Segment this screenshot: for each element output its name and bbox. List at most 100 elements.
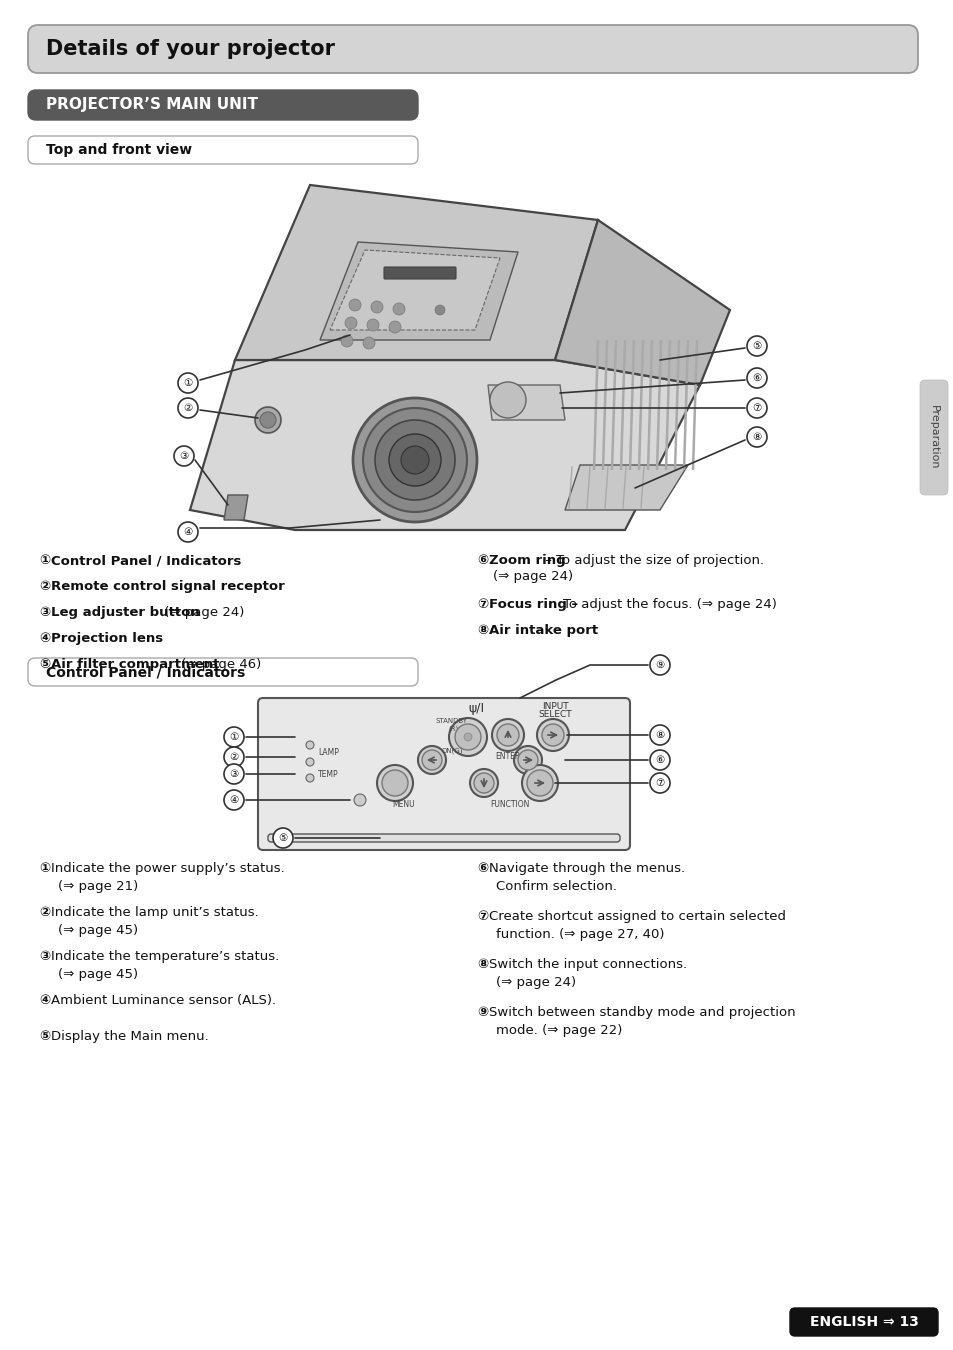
Circle shape <box>497 724 518 747</box>
Text: Indicate the temperature’s status.: Indicate the temperature’s status. <box>51 950 279 963</box>
Text: STANDBY: STANDBY <box>436 718 468 724</box>
Polygon shape <box>330 250 499 329</box>
Text: LAMP: LAMP <box>317 748 338 757</box>
Text: Air intake port: Air intake port <box>489 624 598 637</box>
Polygon shape <box>224 495 248 520</box>
Text: (⇒ page 21): (⇒ page 21) <box>58 880 138 892</box>
Circle shape <box>173 446 193 466</box>
Circle shape <box>517 751 537 769</box>
Text: ④: ④ <box>40 994 56 1007</box>
Text: MENU: MENU <box>393 801 415 809</box>
Circle shape <box>178 522 198 541</box>
Text: ⑤: ⑤ <box>278 833 287 842</box>
Text: ③: ③ <box>229 769 238 779</box>
Text: function. (⇒ page 27, 40): function. (⇒ page 27, 40) <box>496 927 664 941</box>
Circle shape <box>490 382 525 418</box>
Text: ⑨: ⑨ <box>655 660 664 670</box>
Circle shape <box>306 757 314 765</box>
Circle shape <box>435 305 444 315</box>
Circle shape <box>224 747 244 767</box>
Polygon shape <box>564 464 687 510</box>
Circle shape <box>746 369 766 387</box>
Text: TEMP: TEMP <box>317 769 338 779</box>
FancyBboxPatch shape <box>28 657 417 686</box>
Text: Control Panel / Indicators: Control Panel / Indicators <box>46 666 245 679</box>
Circle shape <box>349 298 360 311</box>
Text: To adjust the focus. (⇒ page 24): To adjust the focus. (⇒ page 24) <box>563 598 777 612</box>
Text: ⑦: ⑦ <box>655 778 664 788</box>
Circle shape <box>463 733 472 741</box>
Text: ③: ③ <box>40 606 56 620</box>
Text: ENGLISH ⇒ 13: ENGLISH ⇒ 13 <box>809 1315 918 1328</box>
Text: ①: ① <box>40 554 56 567</box>
Circle shape <box>353 398 476 522</box>
Circle shape <box>375 420 455 500</box>
Text: Top and front view: Top and front view <box>46 143 192 157</box>
Circle shape <box>389 321 400 333</box>
Circle shape <box>521 765 558 801</box>
Circle shape <box>224 728 244 747</box>
FancyBboxPatch shape <box>257 698 629 850</box>
Circle shape <box>254 406 281 433</box>
Text: ①: ① <box>183 378 193 387</box>
Circle shape <box>470 769 497 796</box>
Text: ⑤: ⑤ <box>752 342 760 351</box>
Text: ⑤: ⑤ <box>40 657 56 671</box>
Text: PROJECTOR’S MAIN UNIT: PROJECTOR’S MAIN UNIT <box>46 97 257 112</box>
Circle shape <box>340 335 353 347</box>
Circle shape <box>474 774 494 792</box>
FancyBboxPatch shape <box>268 834 619 842</box>
Text: Air filter compartment: Air filter compartment <box>51 657 219 671</box>
Text: ②: ② <box>40 906 56 919</box>
Circle shape <box>376 765 413 801</box>
Text: ①: ① <box>40 863 56 875</box>
Text: (⇒ page 24): (⇒ page 24) <box>159 606 244 620</box>
Text: Confirm selection.: Confirm selection. <box>496 880 617 892</box>
Text: Indicate the power supply’s status.: Indicate the power supply’s status. <box>51 863 285 875</box>
Text: ⑧: ⑧ <box>477 624 494 637</box>
Text: (⇒ page 45): (⇒ page 45) <box>58 968 138 981</box>
Text: ⑤: ⑤ <box>40 1030 56 1044</box>
Circle shape <box>400 446 429 474</box>
Circle shape <box>492 720 523 751</box>
Text: – To adjust the size of projection.: – To adjust the size of projection. <box>540 554 763 567</box>
Circle shape <box>260 412 275 428</box>
Text: SELECT: SELECT <box>537 710 571 720</box>
Circle shape <box>537 720 568 751</box>
Text: Ambient Luminance sensor (ALS).: Ambient Luminance sensor (ALS). <box>51 994 276 1007</box>
Text: Navigate through the menus.: Navigate through the menus. <box>489 863 685 875</box>
Circle shape <box>417 747 446 774</box>
FancyBboxPatch shape <box>384 267 456 279</box>
FancyBboxPatch shape <box>919 379 947 495</box>
Text: Details of your projector: Details of your projector <box>46 39 335 59</box>
Circle shape <box>393 302 405 315</box>
Circle shape <box>541 724 563 747</box>
Circle shape <box>746 427 766 447</box>
Text: ④: ④ <box>40 632 56 645</box>
Text: ③: ③ <box>179 451 189 460</box>
Polygon shape <box>488 385 564 420</box>
Text: ②: ② <box>40 580 56 593</box>
Circle shape <box>367 319 378 331</box>
Text: Projection lens: Projection lens <box>51 632 163 645</box>
Text: (⇒ page 45): (⇒ page 45) <box>58 923 138 937</box>
Circle shape <box>514 747 541 774</box>
Text: ④: ④ <box>229 795 238 805</box>
Text: Remote control signal receptor: Remote control signal receptor <box>51 580 285 593</box>
Text: Focus ring –: Focus ring – <box>489 598 582 612</box>
Circle shape <box>746 398 766 418</box>
Circle shape <box>178 398 198 418</box>
Text: Preparation: Preparation <box>928 405 938 470</box>
Text: Control Panel / Indicators: Control Panel / Indicators <box>51 554 241 567</box>
Circle shape <box>224 790 244 810</box>
Circle shape <box>371 301 382 313</box>
Text: (⇒ page 24): (⇒ page 24) <box>496 976 576 990</box>
Text: ψ/I: ψ/I <box>468 702 483 716</box>
Circle shape <box>224 764 244 784</box>
FancyBboxPatch shape <box>28 90 417 120</box>
Text: ON(G): ON(G) <box>441 748 462 755</box>
Text: Switch the input connections.: Switch the input connections. <box>489 958 687 971</box>
Text: Zoom ring: Zoom ring <box>489 554 565 567</box>
Text: (⇒ page 46): (⇒ page 46) <box>176 657 261 671</box>
Text: ENTER: ENTER <box>495 752 520 761</box>
